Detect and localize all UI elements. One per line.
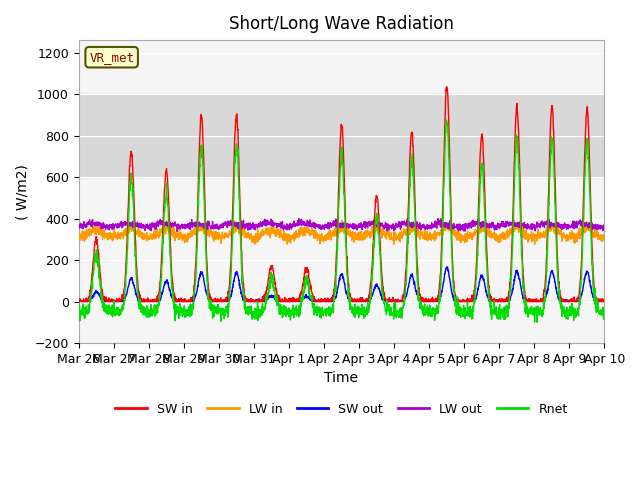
Text: VR_met: VR_met xyxy=(89,51,134,64)
X-axis label: Time: Time xyxy=(324,372,358,385)
Title: Short/Long Wave Radiation: Short/Long Wave Radiation xyxy=(229,15,454,33)
Legend: SW in, LW in, SW out, LW out, Rnet: SW in, LW in, SW out, LW out, Rnet xyxy=(110,398,573,421)
Y-axis label: ( W/m2): ( W/m2) xyxy=(15,164,29,219)
Bar xyxy=(79,94,604,177)
